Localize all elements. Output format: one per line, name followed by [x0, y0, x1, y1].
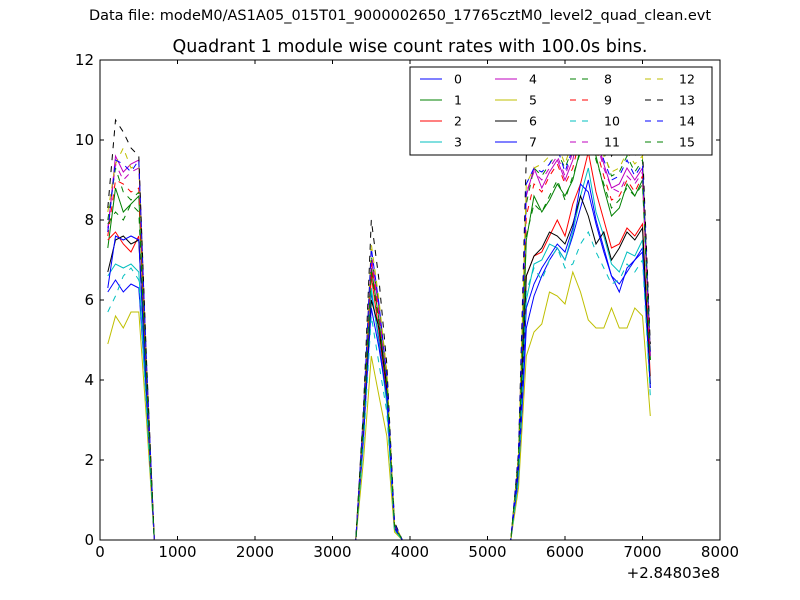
legend-frame	[409, 66, 713, 156]
legend-label-10: 10	[604, 114, 620, 129]
y-tick-label: 12	[75, 51, 94, 69]
x-offset-label: +2.84803e8	[627, 564, 720, 582]
series-line-15	[107, 123, 651, 541]
x-tick-label: 3000	[313, 543, 351, 561]
x-tick-label: 2000	[236, 543, 274, 561]
legend-label-0: 0	[454, 72, 462, 87]
x-tick-label: 8000	[701, 543, 739, 561]
y-tick-label: 4	[84, 371, 94, 389]
x-tick-label: 1000	[158, 543, 196, 561]
axis-layer: 0 1000 2000 3000 4000 5000 6000 7000 80000246810…	[75, 51, 739, 561]
legend-label-6: 6	[529, 114, 537, 129]
legend-label-12: 12	[679, 72, 695, 87]
legend-label-13: 13	[679, 93, 695, 108]
figure-suptitle: Data file: modeM0/AS1A05_015T01_90000026…	[88, 8, 712, 24]
legend-label-1: 1	[454, 93, 462, 108]
legend-label-7: 7	[529, 135, 537, 150]
legend-label-8: 8	[604, 72, 612, 87]
y-tick-label: 6	[84, 291, 94, 309]
series-line-4	[107, 91, 651, 541]
legend-label-15: 15	[679, 135, 695, 150]
legend-label-9: 9	[604, 93, 612, 108]
legend-label-4: 4	[529, 72, 537, 87]
legend-label-14: 14	[679, 114, 695, 129]
y-tick-label: 10	[75, 131, 94, 149]
x-tick-label: 6000	[546, 543, 584, 561]
y-tick-label: 2	[84, 451, 94, 469]
legend-label-3: 3	[454, 135, 462, 150]
series-line-3	[107, 167, 651, 541]
y-tick-label: 0	[84, 531, 94, 549]
series-line-10	[107, 230, 651, 541]
legend-label-2: 2	[454, 114, 462, 129]
legend-label-5: 5	[529, 93, 537, 108]
x-tick-label: 4000	[391, 543, 429, 561]
chart-title: Quadrant 1 module wise count rates with …	[172, 37, 648, 57]
x-tick-label: 7000	[623, 543, 661, 561]
y-tick-label: 8	[84, 211, 94, 229]
x-tick-label: 5000	[468, 543, 506, 561]
series-line-14	[107, 87, 651, 541]
x-tick-label: 0	[95, 543, 105, 561]
legend-label-11: 11	[604, 135, 620, 150]
